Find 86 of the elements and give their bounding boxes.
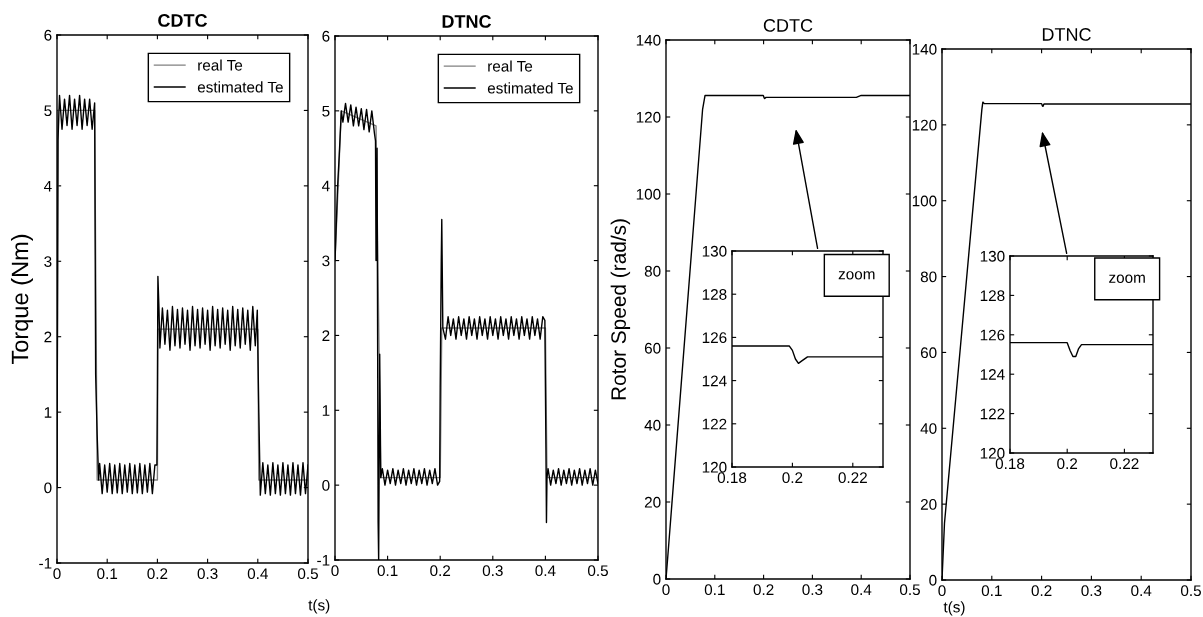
x-tick-label: 0.3	[482, 565, 503, 577]
x-tick-label: 0.3	[802, 584, 823, 596]
y-tick-label: 0	[322, 480, 330, 491]
legend-label: real Te	[488, 60, 533, 72]
x-tick-label: 0.22	[838, 472, 867, 484]
x-tick-label: 0.4	[535, 565, 556, 577]
x-tick-label: 0.4	[247, 568, 268, 580]
y-tick-label: 60	[920, 347, 937, 359]
y-tick-label: 5	[322, 105, 330, 117]
y-tick-label: 122	[980, 408, 1005, 420]
y-tick-label: 120	[912, 119, 937, 131]
x-tick-label: 0.2	[782, 472, 803, 484]
y-tick-label: 80	[920, 271, 937, 283]
x-tick-label: 0.2	[147, 568, 168, 580]
x-tick-label: 0.5	[899, 584, 920, 596]
y-tick-label: 128	[980, 290, 1005, 302]
y-tick-label: 1	[322, 405, 330, 416]
x-tick-label: 0	[662, 584, 670, 596]
y-tick-label: 120	[636, 111, 661, 123]
x-tick-label: 0.1	[377, 565, 398, 577]
chart-title: CDTC	[763, 19, 813, 32]
y-tick-label: 6	[322, 30, 330, 42]
y-tick-label: 140	[636, 34, 661, 46]
y-tick-label: 126	[980, 329, 1005, 341]
y-tick-label: 6	[44, 29, 52, 41]
x-tick-label: 0.18	[995, 458, 1025, 470]
y-tick-label: -1	[39, 558, 52, 569]
x-tick-label: 0.4	[1131, 585, 1152, 597]
y-tick-label: 40	[644, 419, 661, 431]
y-tick-label: 60	[644, 342, 661, 354]
y-tick-label: 0	[44, 482, 52, 494]
x-tick-label: 0	[331, 565, 339, 577]
y-tick-label: 1	[44, 407, 52, 418]
y-tick-label: 130	[980, 250, 1005, 262]
y-tick-label: 126	[702, 332, 727, 344]
annotation: zoom	[1109, 274, 1145, 283]
y-axis-title: Rotor Speed (rad/s)	[610, 219, 631, 400]
x-tick-label: 0	[938, 585, 946, 597]
y-tick-label: 2	[44, 331, 52, 343]
y-tick-label: 20	[644, 496, 661, 508]
y-tick-label: 3	[44, 256, 52, 267]
x-tick-label: 0.2	[430, 565, 451, 577]
y-axis-title: Torque (Nm)	[10, 234, 33, 365]
x-tick-label: 0.4	[851, 584, 872, 596]
y-tick-label: 100	[636, 188, 661, 200]
x-tick-label: 0.1	[704, 584, 725, 596]
x-axis-title: t(s)	[943, 601, 965, 616]
x-tick-label: 0.5	[587, 565, 608, 577]
y-tick-label: 5	[44, 105, 52, 117]
x-tick-label: 0.3	[197, 568, 218, 580]
chart-title: CDTC	[158, 14, 208, 27]
y-tick-label: 80	[644, 265, 661, 277]
legend-label: estimated Te	[197, 81, 283, 93]
y-tick-label: 140	[912, 43, 937, 55]
y-tick-label: 130	[702, 245, 727, 257]
annotation: zoom	[838, 271, 875, 280]
y-tick-label: -1	[317, 555, 330, 566]
y-tick-label: 120	[980, 447, 1005, 459]
y-tick-label: 4	[321, 180, 330, 192]
x-tick-label: 0.5	[297, 568, 318, 580]
x-tick-label: 0	[53, 568, 61, 580]
x-tick-label: 0.3	[1081, 585, 1102, 597]
x-tick-label: 0.2	[753, 584, 774, 596]
x-tick-label: 0.2	[1031, 585, 1052, 597]
x-tick-label: 0.2	[1057, 458, 1078, 470]
legend-label: estimated Te	[487, 82, 573, 94]
y-tick-label: 4	[43, 180, 52, 192]
x-tick-label: 0.1	[97, 568, 118, 580]
y-tick-label: 122	[702, 418, 727, 430]
legend-label: real Te	[198, 59, 243, 71]
y-tick-label: 124	[980, 369, 1005, 380]
chart-title: DTNC	[442, 15, 492, 28]
y-tick-label: 100	[912, 195, 937, 207]
x-tick-label: 0.5	[1180, 585, 1201, 597]
x-tick-label: 0.22	[1110, 458, 1139, 470]
y-tick-label: 2	[322, 330, 330, 341]
x-tick-label: 0.1	[981, 585, 1002, 597]
y-tick-label: 20	[920, 499, 937, 510]
y-tick-label: 40	[920, 423, 937, 434]
x-tick-label: 0.18	[717, 472, 747, 484]
x-axis-title: t(s)	[308, 599, 330, 614]
y-tick-label: 120	[702, 461, 727, 473]
y-tick-label: 124	[702, 375, 727, 387]
y-tick-label: 3	[322, 255, 330, 267]
y-tick-label: 128	[702, 289, 727, 300]
chart-title: DTNC	[1042, 28, 1091, 41]
